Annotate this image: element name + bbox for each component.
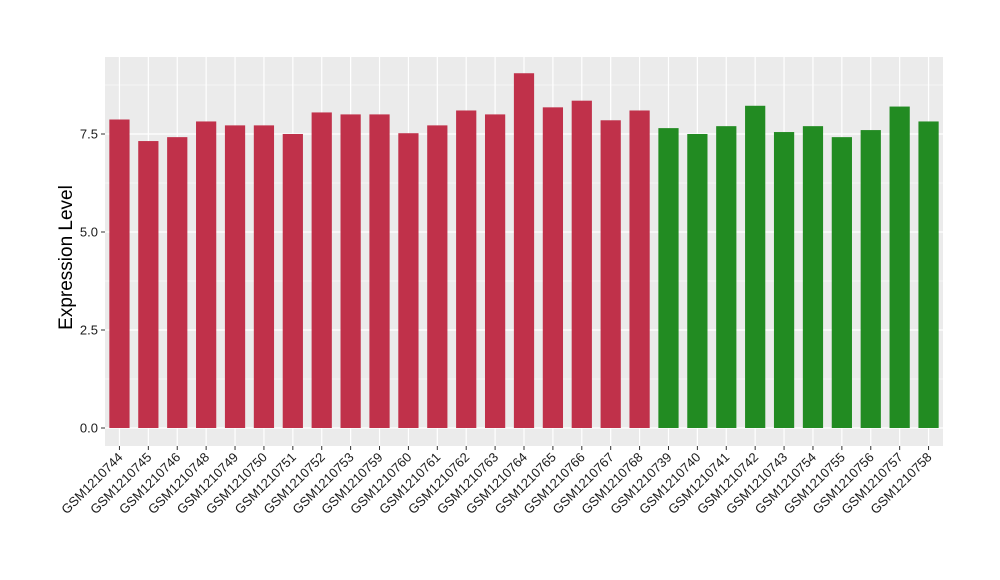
bars <box>109 73 939 429</box>
bar-GSM1210744 <box>109 119 130 428</box>
bar-GSM1210755 <box>831 137 852 429</box>
x-axis: GSM1210744GSM1210745GSM1210746GSM1210748… <box>58 446 935 517</box>
bar-GSM1210742 <box>745 105 766 428</box>
bar-GSM1210759 <box>369 114 390 429</box>
y-tick-label: 0.0 <box>80 421 98 436</box>
bar-GSM1210756 <box>860 130 881 428</box>
bar-GSM1210748 <box>196 121 217 429</box>
y-tick-label: 2.5 <box>80 323 98 338</box>
bar-GSM1210743 <box>773 132 795 429</box>
bar-GSM1210751 <box>282 134 303 428</box>
bar-GSM1210765 <box>542 107 564 429</box>
bar-GSM1210749 <box>224 125 246 428</box>
bar-GSM1210754 <box>802 126 824 428</box>
bar-GSM1210741 <box>716 126 737 428</box>
bar-GSM1210740 <box>687 134 708 428</box>
bar-GSM1210746 <box>167 137 188 429</box>
bar-GSM1210739 <box>658 128 679 428</box>
bar-GSM1210758 <box>918 121 939 429</box>
y-axis-title: Expression Level <box>56 185 77 330</box>
y-axis: 0.0 2.5 5.0 7.5 <box>80 127 105 436</box>
bar-GSM1210760 <box>398 133 419 428</box>
bar-GSM1210767 <box>600 120 621 428</box>
bar-GSM1210763 <box>484 114 506 429</box>
bar-GSM1210761 <box>427 125 448 428</box>
y-tick-label: 7.5 <box>80 127 98 142</box>
bar-GSM1210762 <box>456 110 477 428</box>
bar-GSM1210766 <box>571 100 592 429</box>
bar-GSM1210768 <box>629 110 650 428</box>
bar-GSM1210764 <box>513 73 535 429</box>
bar-GSM1210750 <box>253 125 275 428</box>
bar-GSM1210745 <box>138 141 159 428</box>
y-tick-label: 5.0 <box>80 225 98 240</box>
bar-GSM1210753 <box>340 114 361 429</box>
bar-GSM1210752 <box>311 112 332 428</box>
bar-GSM1210757 <box>889 106 910 428</box>
